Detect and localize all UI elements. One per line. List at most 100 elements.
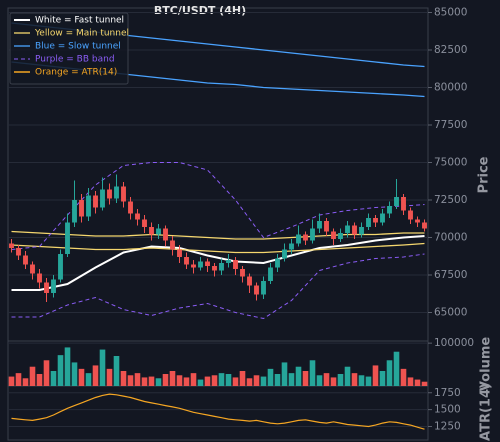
y-tick-label: 75000	[434, 157, 467, 169]
candle-body	[121, 186, 126, 202]
tunnel-line	[11, 242, 425, 254]
volume-bar	[288, 373, 295, 386]
volume-bar	[127, 375, 134, 386]
plot-frame	[7, 7, 429, 441]
volume-bar	[50, 371, 57, 386]
candle-body	[72, 200, 77, 223]
legend-label: White = Fast tunnel	[35, 16, 124, 26]
candle-body	[16, 248, 21, 256]
candle-body	[86, 195, 91, 217]
candle-body	[219, 263, 224, 271]
y-tick-label: 70000	[434, 232, 467, 244]
volume-bar	[365, 376, 372, 386]
volume-bar	[281, 362, 288, 386]
candle-body	[93, 195, 98, 208]
volume-bar	[204, 376, 211, 386]
y-tick-label: 77500	[434, 119, 467, 131]
candle-body	[44, 282, 49, 293]
candle-body	[338, 233, 343, 239]
y-axis-label: Volume	[479, 337, 494, 392]
candle-body	[345, 225, 350, 233]
legend-box	[9, 12, 129, 85]
candle-body	[310, 228, 315, 241]
candle-body	[114, 186, 119, 199]
volume-bar	[239, 371, 246, 386]
candle-body	[324, 221, 329, 232]
candle-body	[30, 264, 35, 274]
volume-bar	[22, 378, 29, 386]
volume-bar	[316, 375, 323, 386]
legend-label: Yellow = Main tunnel	[34, 29, 129, 39]
volume-bar	[43, 360, 50, 386]
legend-label: Purple = BB band	[35, 55, 115, 65]
atr-line	[11, 393, 425, 430]
volume-bar	[99, 349, 106, 386]
candle-body	[352, 225, 357, 235]
candle-body	[261, 281, 266, 295]
volume-bar	[211, 375, 218, 386]
y-axis-label: ATR(14)	[479, 383, 494, 441]
volume-bar	[218, 373, 225, 386]
volume-bar	[330, 377, 337, 386]
candle-body	[282, 249, 287, 259]
volume-bar	[197, 379, 204, 386]
candle-body	[100, 189, 105, 208]
y-tick-label: 1250	[434, 421, 461, 433]
y-tick-label: 67500	[434, 269, 467, 281]
volume-bar	[225, 374, 232, 386]
candle-body	[191, 264, 196, 268]
volume-bar	[253, 375, 260, 386]
candle-body	[149, 227, 154, 235]
volume-bar	[155, 378, 162, 386]
candle-body	[359, 227, 364, 235]
candle-body	[373, 218, 378, 223]
tunnel-line	[11, 253, 425, 320]
candle-body	[317, 221, 322, 229]
volume-bar	[71, 362, 78, 386]
volume-bar	[295, 366, 302, 386]
candle-body	[9, 243, 14, 248]
candle-body	[142, 219, 147, 227]
volume-bar	[358, 375, 365, 386]
y-tick-label: 80000	[434, 82, 467, 94]
volume-bar	[29, 366, 36, 386]
volume-bar	[267, 368, 274, 386]
volume-bar	[323, 373, 330, 386]
y-axis-label: Price	[477, 156, 492, 193]
volume-bar	[260, 376, 267, 386]
volume-bar	[64, 347, 71, 386]
volume-bar	[78, 368, 85, 386]
chart-title: BTC/USDT (4H)	[154, 4, 246, 17]
volume-bar	[372, 365, 379, 386]
volume-bar	[148, 376, 155, 386]
legend: White = Fast tunnel Yellow = Main tunnel B…	[9, 12, 129, 85]
candle-body	[65, 222, 70, 254]
volume-bar	[274, 374, 281, 386]
candle-body	[247, 276, 252, 286]
y-tick-label: 65000	[434, 307, 467, 319]
volume-bar	[421, 381, 428, 386]
volume-bar	[344, 366, 351, 386]
candle-body	[401, 197, 406, 211]
candle-body	[51, 279, 56, 293]
y-tick-label: 85000	[434, 7, 467, 19]
y-tick-label: 1500	[434, 404, 461, 416]
candle-body	[212, 266, 217, 271]
volume-bar	[120, 371, 127, 386]
candle-body	[37, 273, 42, 283]
volume-bar	[393, 351, 400, 386]
y-tick-label: 100000	[434, 337, 474, 349]
candle-body	[156, 228, 161, 235]
candle-body	[275, 258, 280, 268]
candle-body	[163, 228, 168, 241]
candle-body	[394, 197, 399, 206]
volume-bar	[190, 373, 197, 386]
volume-bar	[246, 378, 253, 386]
candle-body	[331, 231, 336, 239]
candle-body	[170, 240, 175, 250]
tunnel-line	[11, 162, 425, 250]
candle-body	[79, 200, 84, 217]
volume-bar	[141, 377, 148, 386]
volume-bar	[162, 374, 169, 386]
